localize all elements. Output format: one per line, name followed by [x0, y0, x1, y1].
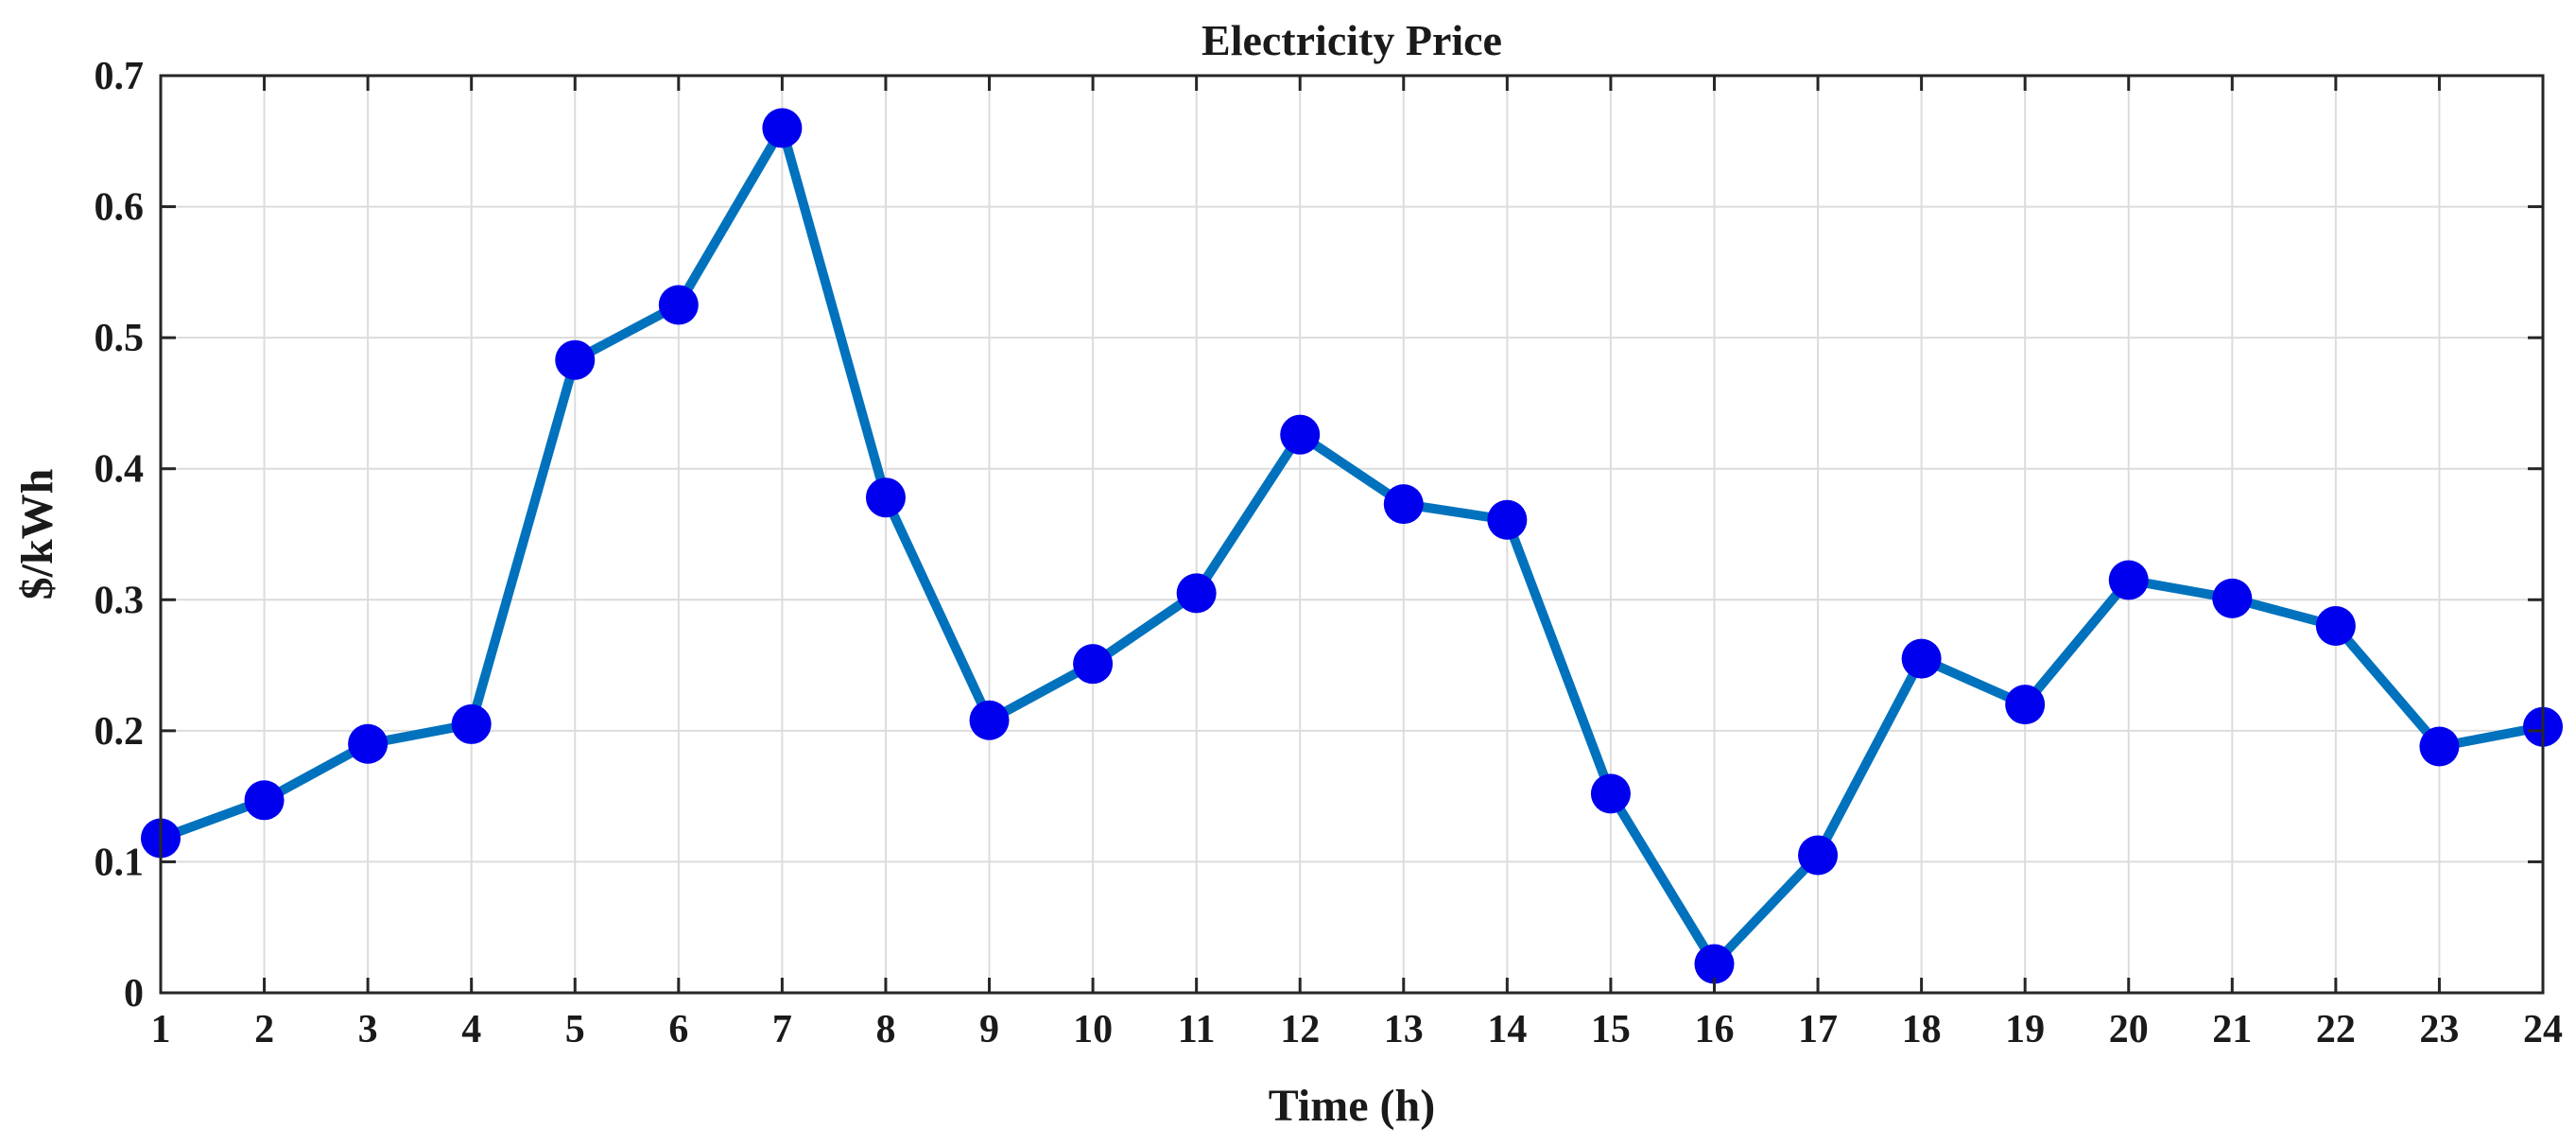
- x-tick-label: 1: [151, 1008, 171, 1051]
- series-line: [156, 123, 2548, 969]
- x-tick-label: 2: [254, 1008, 274, 1051]
- x-tick-label: 18: [1902, 1008, 1942, 1051]
- data-point: [1901, 638, 1942, 679]
- x-tick-label: 20: [2109, 1008, 2149, 1051]
- x-tick-label: 3: [358, 1008, 378, 1051]
- data-point: [1694, 944, 1735, 984]
- x-tick-label: 6: [668, 1008, 688, 1051]
- x-tick-label: 24: [2523, 1008, 2563, 1051]
- x-tick-label: 4: [461, 1008, 481, 1051]
- x-tick-label: 12: [1280, 1008, 1320, 1051]
- x-axis-title: Time (h): [1269, 1081, 1435, 1131]
- data-point: [244, 780, 285, 821]
- x-tick-label: 16: [1694, 1008, 1734, 1051]
- data-point: [555, 339, 596, 380]
- data-point: [2005, 685, 2046, 725]
- series-layer: [141, 108, 2563, 984]
- y-axis-title: $/kWh: [12, 469, 62, 600]
- data-point: [762, 108, 803, 148]
- x-tick-label: 22: [2316, 1008, 2356, 1051]
- x-tick-label: 5: [565, 1008, 585, 1051]
- y-tick-label: 0.2: [95, 710, 145, 754]
- x-tick-label: 15: [1591, 1008, 1631, 1051]
- data-point: [1073, 644, 1114, 685]
- y-tick-label: 0.3: [95, 579, 145, 622]
- x-tick-label: 7: [772, 1008, 792, 1051]
- axis-ticks: 1 2 3 4 5 6 7 8 9 10 11 12 13 14 15 16 17 18 19 20 21 22 23 240…: [95, 55, 2564, 1051]
- y-tick-label: 0.7: [95, 55, 145, 98]
- x-tick-label: 10: [1073, 1008, 1113, 1051]
- data-point: [865, 478, 906, 518]
- x-tick-label: 23: [2419, 1008, 2459, 1051]
- data-point: [2315, 606, 2356, 646]
- data-point: [1487, 499, 1528, 540]
- x-tick-label: 14: [1487, 1008, 1527, 1051]
- data-point: [1798, 835, 1839, 876]
- x-tick-label: 9: [979, 1008, 999, 1051]
- data-point: [451, 703, 492, 744]
- x-tick-label: 8: [875, 1008, 895, 1051]
- x-tick-label: 19: [2005, 1008, 2045, 1051]
- data-point: [1176, 573, 1217, 614]
- data-point: [1280, 414, 1321, 455]
- y-tick-label: 0: [124, 972, 144, 1016]
- x-tick-label: 13: [1384, 1008, 1424, 1051]
- grid: [160, 75, 2544, 994]
- y-tick-label: 0.6: [95, 186, 145, 230]
- x-tick-label: 11: [1178, 1008, 1216, 1051]
- x-tick-label: 21: [2212, 1008, 2252, 1051]
- data-point: [348, 723, 389, 764]
- data-point: [658, 285, 699, 325]
- data-point: [1383, 484, 1424, 525]
- data-point: [2212, 578, 2253, 618]
- y-tick-label: 0.1: [95, 841, 145, 884]
- data-point: [969, 700, 1010, 740]
- y-tick-label: 0.5: [95, 317, 145, 360]
- data-point: [2108, 560, 2149, 600]
- data-point: [1590, 773, 1631, 814]
- plot-frame: [159, 74, 2545, 995]
- x-tick-label: 17: [1798, 1008, 1838, 1051]
- chart-title: Electricity Price: [1202, 16, 1502, 64]
- data-point: [2419, 726, 2460, 767]
- y-tick-label: 0.4: [95, 448, 145, 492]
